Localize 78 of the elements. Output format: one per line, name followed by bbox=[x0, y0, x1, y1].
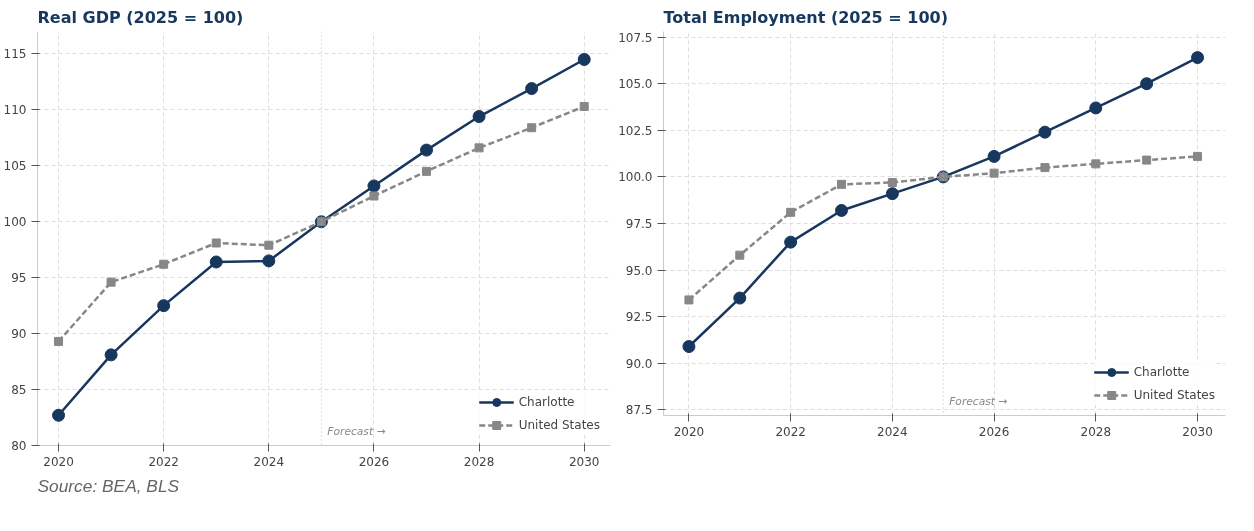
point bbox=[157, 299, 171, 313]
point bbox=[525, 82, 539, 96]
y-tick-label: 107.5 bbox=[618, 30, 653, 45]
point bbox=[159, 259, 169, 269]
point bbox=[1040, 163, 1050, 173]
y-tick-label: 100.0 bbox=[618, 170, 653, 185]
y-tick-label: 105 bbox=[3, 159, 27, 174]
point bbox=[422, 166, 432, 176]
point bbox=[527, 123, 537, 133]
point bbox=[885, 187, 899, 201]
legend-label: Charlotte bbox=[518, 395, 575, 409]
point bbox=[1140, 77, 1154, 91]
point bbox=[684, 295, 694, 305]
x-tick-label: 2030 bbox=[568, 454, 600, 469]
point bbox=[211, 238, 221, 248]
point bbox=[1038, 125, 1052, 139]
y-tick-label: 110 bbox=[3, 103, 27, 118]
point bbox=[989, 168, 999, 178]
point bbox=[1089, 101, 1103, 115]
y-tick-label: 115 bbox=[3, 47, 27, 62]
ref-line-label: Forecast → bbox=[949, 394, 1008, 408]
chart-title: Real GDP (2025 = 100) bbox=[37, 7, 244, 27]
point bbox=[367, 179, 381, 193]
y-tick-label: 95 bbox=[11, 271, 27, 286]
point bbox=[1142, 155, 1152, 165]
y-tick-label: 105.0 bbox=[618, 77, 653, 92]
point bbox=[579, 101, 589, 111]
point bbox=[577, 52, 591, 66]
point bbox=[735, 250, 745, 260]
point bbox=[472, 110, 486, 124]
point bbox=[209, 255, 223, 269]
legend-label: Charlotte bbox=[1133, 365, 1190, 379]
x-tick-label: 2030 bbox=[1182, 424, 1213, 439]
y-tick-label: 97.5 bbox=[625, 217, 653, 231]
y-tick-label: 80 bbox=[11, 439, 27, 453]
source-note: Source: BEA, BLS bbox=[37, 475, 180, 496]
legend-label: United States bbox=[1133, 388, 1215, 402]
point bbox=[474, 143, 484, 153]
point bbox=[264, 240, 274, 250]
point bbox=[887, 177, 897, 187]
point bbox=[837, 179, 847, 189]
x-tick-label: 2022 bbox=[775, 424, 806, 439]
point bbox=[106, 277, 116, 287]
x-tick-label: 2026 bbox=[358, 454, 390, 469]
y-tick-label: 102.5 bbox=[618, 123, 653, 138]
x-tick-label: 2020 bbox=[43, 454, 74, 469]
y-tick-label: 87.5 bbox=[625, 403, 653, 418]
point bbox=[1091, 159, 1101, 169]
x-tick-label: 2020 bbox=[673, 424, 705, 439]
x-tick-label: 2022 bbox=[148, 454, 179, 469]
y-tick-label: 92.5 bbox=[625, 310, 653, 325]
x-tick-label: 2028 bbox=[463, 454, 495, 469]
y-tick-label: 85 bbox=[11, 383, 27, 398]
y-tick-label: 90 bbox=[11, 327, 27, 342]
point bbox=[733, 291, 747, 305]
point bbox=[262, 254, 276, 268]
point bbox=[1191, 51, 1205, 65]
point bbox=[104, 348, 118, 362]
chart-title: Total Employment (2025 = 100) bbox=[663, 7, 948, 27]
point bbox=[1193, 151, 1203, 161]
y-tick-label: 95.0 bbox=[625, 263, 653, 278]
point bbox=[682, 340, 696, 354]
y-tick-label: 100 bbox=[3, 215, 27, 230]
point bbox=[369, 191, 379, 201]
x-tick-label: 2028 bbox=[1080, 424, 1112, 439]
x-tick-label: 2024 bbox=[253, 454, 285, 469]
legend-label: United States bbox=[518, 418, 600, 432]
point bbox=[987, 149, 1001, 163]
point bbox=[786, 207, 796, 217]
point bbox=[54, 336, 64, 346]
x-tick-label: 2024 bbox=[877, 424, 908, 439]
point bbox=[52, 408, 66, 422]
point bbox=[784, 235, 798, 249]
y-tick-label: 90.0 bbox=[625, 356, 653, 371]
x-tick-label: 2026 bbox=[978, 424, 1010, 439]
ref-line-label: Forecast → bbox=[327, 424, 386, 438]
point bbox=[420, 143, 434, 157]
point bbox=[835, 203, 849, 217]
